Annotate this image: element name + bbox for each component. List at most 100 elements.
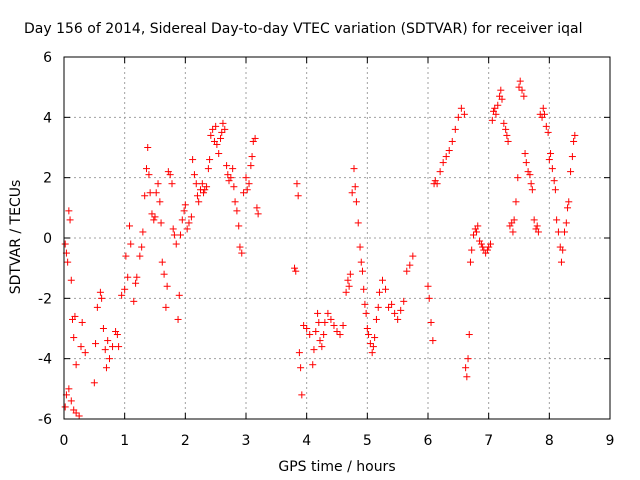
data-point: [375, 288, 383, 296]
data-point: [221, 125, 229, 133]
data-point: [510, 216, 518, 224]
data-point: [163, 282, 171, 290]
data-point: [203, 183, 211, 191]
data-point: [168, 180, 176, 188]
data-point: [213, 140, 221, 148]
x-tick-label: 0: [60, 433, 69, 449]
data-point: [365, 331, 373, 339]
data-point: [567, 168, 575, 176]
data-point: [198, 180, 206, 188]
data-point: [425, 294, 433, 302]
data-point: [242, 174, 250, 182]
data-point: [427, 318, 435, 326]
y-axis-label: SDTVAR / TECUs: [8, 180, 24, 295]
data-point: [102, 364, 110, 372]
data-point: [350, 165, 358, 173]
data-point: [180, 207, 188, 215]
data-point: [564, 204, 572, 212]
data-point: [90, 379, 98, 387]
data-point: [67, 397, 75, 405]
data-point: [314, 309, 322, 317]
data-point: [571, 131, 579, 139]
data-point: [154, 180, 162, 188]
data-point: [78, 318, 86, 326]
data-point: [371, 334, 379, 342]
data-point: [403, 267, 411, 275]
data-point: [81, 349, 89, 357]
y-tick-label: -6: [38, 412, 52, 428]
data-point: [139, 228, 147, 236]
y-tick-label: 2: [43, 171, 52, 187]
data-point: [223, 162, 231, 170]
data-point: [468, 246, 476, 254]
data-point: [451, 125, 459, 133]
data-point: [460, 110, 468, 118]
data-point: [92, 340, 100, 348]
data-point: [185, 219, 193, 227]
data-point: [554, 228, 562, 236]
data-point: [321, 318, 329, 326]
data-point: [61, 403, 69, 411]
data-point: [354, 219, 362, 227]
data-point: [245, 180, 253, 188]
x-tick-label: 6: [424, 433, 433, 449]
data-point: [192, 180, 200, 188]
x-tick-label: 4: [302, 433, 311, 449]
data-point: [291, 264, 299, 272]
data-point: [351, 183, 359, 191]
data-point: [106, 355, 113, 363]
data-point: [514, 174, 522, 182]
data-point: [64, 258, 72, 266]
data-point: [522, 159, 530, 167]
data-point: [162, 303, 170, 311]
chart-title: Day 156 of 2014, Sidereal Day-to-day VTE…: [24, 21, 582, 37]
data-point: [217, 134, 225, 142]
data-point: [548, 165, 556, 173]
data-point: [145, 171, 153, 179]
data-point: [492, 110, 500, 118]
data-point: [439, 159, 447, 167]
data-point: [169, 225, 177, 233]
data-point: [126, 222, 134, 230]
data-point: [306, 331, 314, 339]
data-point: [318, 343, 326, 351]
data-point: [189, 156, 197, 164]
data-point: [300, 321, 308, 329]
data-point: [477, 240, 485, 248]
data-point: [526, 171, 534, 179]
data-point: [215, 150, 223, 158]
data-point: [93, 303, 101, 311]
data-point: [121, 285, 129, 293]
data-point: [71, 312, 79, 320]
data-point: [170, 231, 178, 239]
data-point: [248, 153, 256, 161]
data-point: [70, 334, 78, 342]
y-tick-label: -4: [38, 352, 52, 368]
data-point: [212, 122, 220, 130]
data-point: [187, 213, 195, 221]
x-tick-label: 7: [484, 433, 493, 449]
data-point: [357, 258, 365, 266]
data-point: [568, 153, 576, 161]
data-point: [254, 210, 262, 218]
data-point: [206, 156, 214, 164]
data-point: [521, 150, 529, 158]
x-tick-label: 1: [120, 433, 129, 449]
data-point: [233, 207, 241, 215]
data-point: [342, 288, 350, 296]
data-point: [176, 231, 184, 239]
data-point: [542, 122, 550, 130]
data-point: [75, 412, 83, 420]
data-point: [553, 216, 561, 224]
data-point: [67, 276, 75, 284]
data-point: [562, 219, 570, 227]
data-point: [190, 171, 198, 179]
data-point: [457, 104, 465, 112]
data-point: [316, 337, 324, 345]
data-point: [516, 77, 524, 85]
data-point: [466, 258, 474, 266]
y-tick-label: 6: [43, 50, 52, 66]
data-point: [385, 303, 393, 311]
